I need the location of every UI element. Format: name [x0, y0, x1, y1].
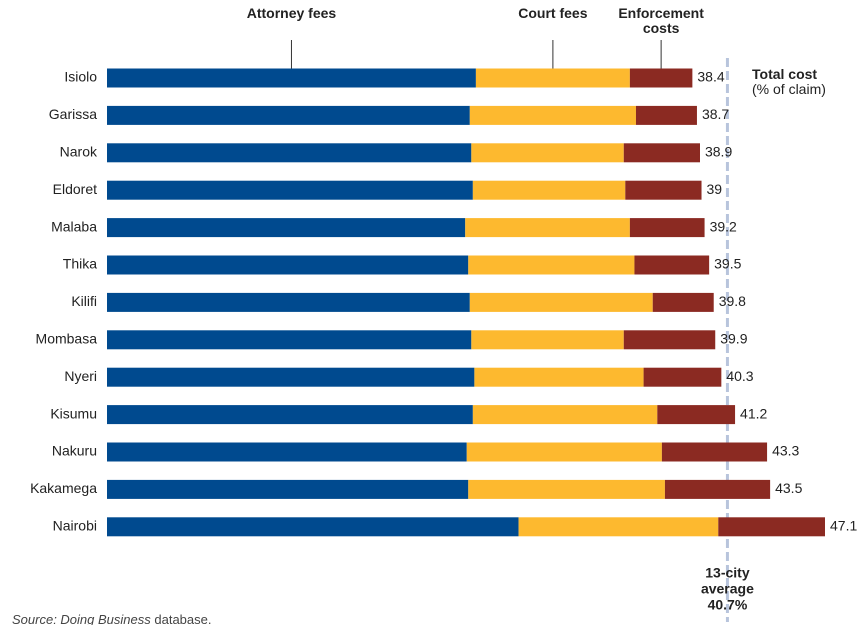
total-label: 47.1 [830, 518, 857, 534]
bar-segment [629, 218, 705, 238]
bar-segment [107, 292, 470, 312]
total-label: 43.3 [772, 443, 799, 459]
total-label: 39.5 [714, 256, 741, 272]
bar-segment [625, 180, 702, 200]
bar-segment [474, 367, 644, 387]
bar-segment [472, 180, 626, 200]
average-label: 13-city [705, 565, 750, 581]
bar-segment [468, 479, 665, 499]
bar-segment [107, 517, 519, 537]
bar-segment [107, 442, 467, 462]
bar-segment [664, 479, 771, 499]
category-label: Narok [60, 144, 98, 160]
bar-segment [629, 68, 693, 88]
bar-segment [466, 442, 662, 462]
bar-segment [661, 442, 768, 462]
legend-label: Enforcement costs [618, 5, 704, 36]
bar-segment [107, 143, 472, 163]
bar-segment [652, 292, 714, 312]
bar-segment [465, 218, 630, 238]
total-label: 38.4 [697, 69, 724, 85]
bar-segment [518, 517, 719, 537]
bar-segment [657, 405, 736, 425]
category-label: Mombasa [36, 331, 98, 347]
bar-segment [643, 367, 722, 387]
legend-label: Court fees [518, 5, 588, 21]
bar-segment [468, 255, 635, 275]
totals-header: Total cost (% of claim) [752, 67, 826, 97]
legend-label: Attorney fees [246, 5, 337, 21]
category-label: Nakuru [52, 443, 97, 459]
category-label: Kilifi [71, 293, 97, 309]
bar-segment [635, 105, 697, 125]
bar-segment [469, 292, 653, 312]
source: Source: Doing Business database. [12, 612, 211, 625]
total-label: 39.8 [719, 293, 746, 309]
bar-segment [475, 68, 630, 88]
total-label: 40.3 [726, 368, 753, 384]
bar-segment [107, 479, 469, 499]
category-label: Malaba [51, 218, 97, 234]
average-label: average [701, 581, 754, 597]
bar-segment [107, 218, 466, 238]
bar-segment [471, 143, 624, 163]
category-label: Nairobi [53, 518, 97, 534]
category-label: Kisumu [50, 405, 97, 421]
bar-segment [107, 405, 473, 425]
category-label: Garissa [49, 106, 97, 122]
bar-segment [107, 68, 476, 88]
bar-segment [718, 517, 825, 537]
average-label: 40.7% [708, 597, 748, 613]
bar-segment [107, 180, 473, 200]
category-label: Isiolo [64, 69, 97, 85]
total-label: 39 [707, 181, 723, 197]
bar-segment [471, 330, 624, 350]
bar-segment [469, 105, 636, 125]
bar-segment [623, 330, 716, 350]
bar-segment [107, 255, 469, 275]
source-italic: Source: Doing Business [12, 612, 151, 625]
totals-subtitle: (% of claim) [752, 81, 826, 97]
bar-segment [623, 143, 700, 163]
bar-segment [107, 105, 470, 125]
total-label: 38.9 [705, 144, 732, 160]
bar-segment [107, 367, 475, 387]
category-label: Eldoret [53, 181, 97, 197]
category-label: Nyeri [64, 368, 97, 384]
category-label: Thika [63, 256, 97, 272]
bar-segment [472, 405, 658, 425]
bar-segment [107, 330, 472, 350]
source-rest: database. [154, 612, 212, 625]
category-label: Kakamega [30, 480, 97, 496]
total-label: 43.5 [775, 480, 802, 496]
total-label: 41.2 [740, 405, 767, 421]
total-label: 38.7 [702, 106, 729, 122]
bar-segment [634, 255, 710, 275]
totals-title: Total cost [752, 66, 818, 82]
total-label: 39.2 [710, 218, 737, 234]
total-label: 39.9 [720, 331, 747, 347]
